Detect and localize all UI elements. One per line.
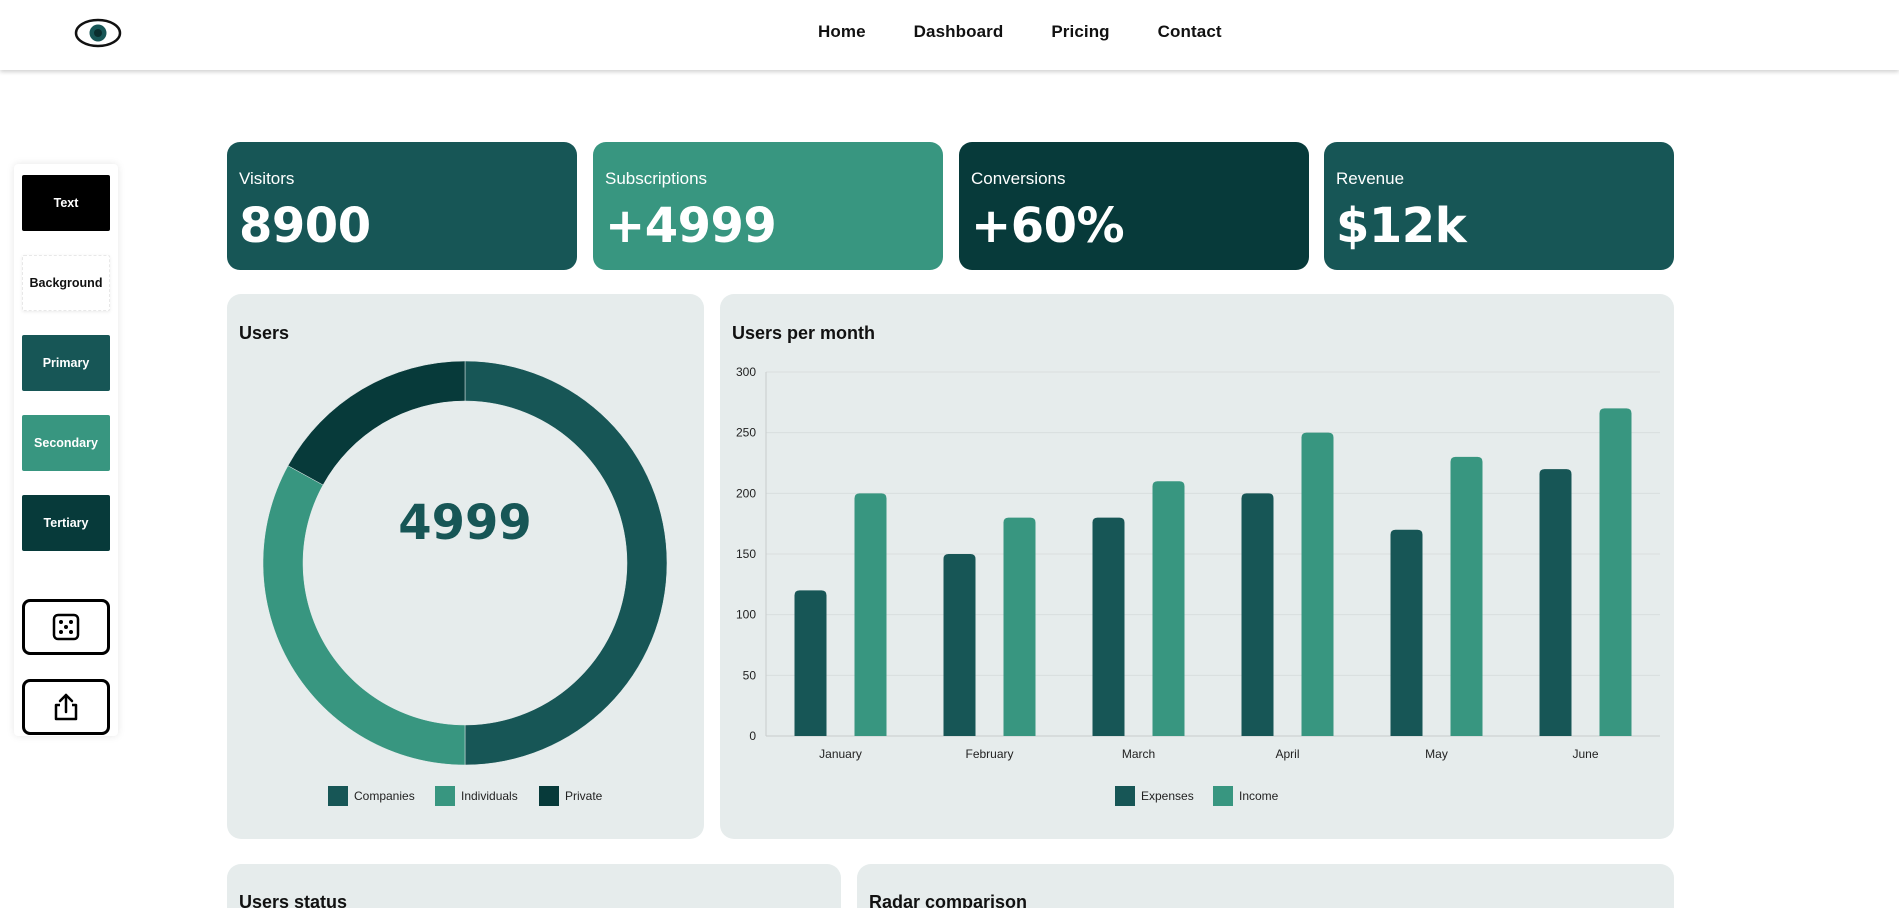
x-tick-label: April: [1275, 747, 1299, 761]
y-tick-label: 300: [736, 365, 756, 379]
bar-expenses-june[interactable]: [1539, 469, 1572, 736]
bar-income-january[interactable]: [854, 493, 887, 736]
secondary-color-swatch[interactable]: Secondary: [22, 415, 110, 471]
users-per-month-panel: Users per month 0 50 100 150 200 250 300 Januar…: [720, 294, 1674, 839]
nav-home-link[interactable]: Home: [818, 22, 866, 41]
nav-dashboard-link[interactable]: Dashboard: [913, 22, 1004, 41]
y-tick-label: 200: [736, 486, 756, 500]
doughnut-slice-individuals[interactable]: [262, 465, 466, 766]
doughnut-center-value: 4999: [398, 495, 532, 551]
legend-swatch: [539, 785, 559, 806]
stat-label: Conversions: [971, 169, 1066, 188]
background-color-swatch[interactable]: Background: [22, 255, 110, 311]
legend-item-individuals[interactable]: Individuals: [435, 785, 518, 806]
legend-label: Individuals: [461, 788, 518, 803]
bar-expenses-february[interactable]: [943, 554, 976, 736]
bar-expenses-april[interactable]: [1241, 493, 1274, 736]
stat-card-conversions: Conversions +60%: [959, 142, 1309, 270]
stat-value: 8900: [239, 198, 371, 254]
nav-pricing-link[interactable]: Pricing: [1051, 22, 1110, 41]
panel-title: Users per month: [732, 323, 876, 343]
randomize-button[interactable]: [22, 599, 110, 655]
nav-contact-link[interactable]: Contact: [1157, 22, 1222, 41]
doughnut-slice-companies[interactable]: [464, 360, 668, 766]
users-panel: Users 4999 Companies Individuals Private: [227, 294, 704, 839]
main-nav: Home Dashboard Pricing Contact: [818, 22, 1222, 42]
x-tick-label: June: [1572, 747, 1598, 761]
stat-value: +4999: [605, 198, 777, 254]
stat-value: $12k: [1336, 198, 1467, 254]
legend-swatch: [435, 785, 455, 806]
legend-item-private[interactable]: Private: [539, 785, 602, 806]
color-sidebar: Text Background Primary Secondary Tertia…: [14, 164, 118, 736]
x-tick-label: February: [965, 747, 1013, 761]
x-tick-label: May: [1425, 747, 1448, 761]
stat-label: Subscriptions: [605, 169, 708, 188]
legend-item-companies[interactable]: Companies: [328, 785, 415, 806]
legend-item-income[interactable]: Income: [1213, 785, 1278, 806]
bar-expenses-may[interactable]: [1390, 529, 1423, 736]
x-tick-label: March: [1122, 747, 1155, 761]
bar-income-june[interactable]: [1599, 408, 1632, 736]
bar-income-march[interactable]: [1152, 481, 1185, 736]
y-tick-label: 0: [749, 729, 756, 743]
primary-color-swatch[interactable]: Primary: [22, 335, 110, 391]
stat-label: Revenue: [1336, 169, 1405, 188]
panel-title: Users: [239, 323, 290, 343]
y-tick-label: 100: [736, 608, 756, 622]
text-color-swatch[interactable]: Text: [22, 175, 110, 231]
legend-label: Companies: [354, 788, 415, 803]
legend-label: Income: [1239, 788, 1279, 803]
panel-title: Radar comparison: [869, 892, 1028, 908]
bar-income-may[interactable]: [1450, 456, 1483, 736]
legend-label: Private: [565, 788, 603, 803]
bar-income-february[interactable]: [1003, 517, 1036, 736]
stat-card-visitors: Visitors 8900: [227, 142, 577, 270]
tertiary-color-swatch[interactable]: Tertiary: [22, 495, 110, 551]
bar-expenses-january[interactable]: [794, 590, 827, 736]
bar-income-april[interactable]: [1301, 432, 1334, 736]
stat-value: +60%: [971, 198, 1125, 254]
dice-icon: [52, 613, 80, 641]
legend-label: Expenses: [1141, 788, 1194, 803]
radar-comparison-panel: Radar comparison: [857, 864, 1674, 908]
stat-label: Visitors: [239, 169, 295, 188]
legend-item-expenses[interactable]: Expenses: [1115, 785, 1194, 806]
users-per-month-bar-chart: 0 50 100 150 200 250 300 January February March Ap…: [736, 365, 1660, 761]
x-tick-label: January: [819, 747, 862, 761]
users-doughnut-chart: 4999: [262, 360, 668, 766]
eye-icon[interactable]: [74, 18, 122, 48]
panel-title: Users status: [239, 892, 348, 908]
y-tick-label: 150: [736, 547, 756, 561]
bar-expenses-march[interactable]: [1092, 517, 1125, 736]
stat-card-revenue: Revenue $12k: [1324, 142, 1674, 270]
stat-card-subscriptions: Subscriptions +4999: [593, 142, 943, 270]
share-icon: [54, 693, 78, 721]
y-tick-label: 250: [736, 426, 756, 440]
users-status-panel: Users status: [227, 864, 841, 908]
doughnut-slice-private[interactable]: [287, 360, 466, 486]
y-tick-label: 50: [743, 668, 757, 682]
legend-swatch: [328, 785, 348, 806]
legend-swatch: [1115, 785, 1135, 806]
share-button[interactable]: [22, 679, 110, 735]
legend-swatch: [1213, 785, 1233, 806]
top-navbar: Home Dashboard Pricing Contact: [0, 0, 1899, 70]
